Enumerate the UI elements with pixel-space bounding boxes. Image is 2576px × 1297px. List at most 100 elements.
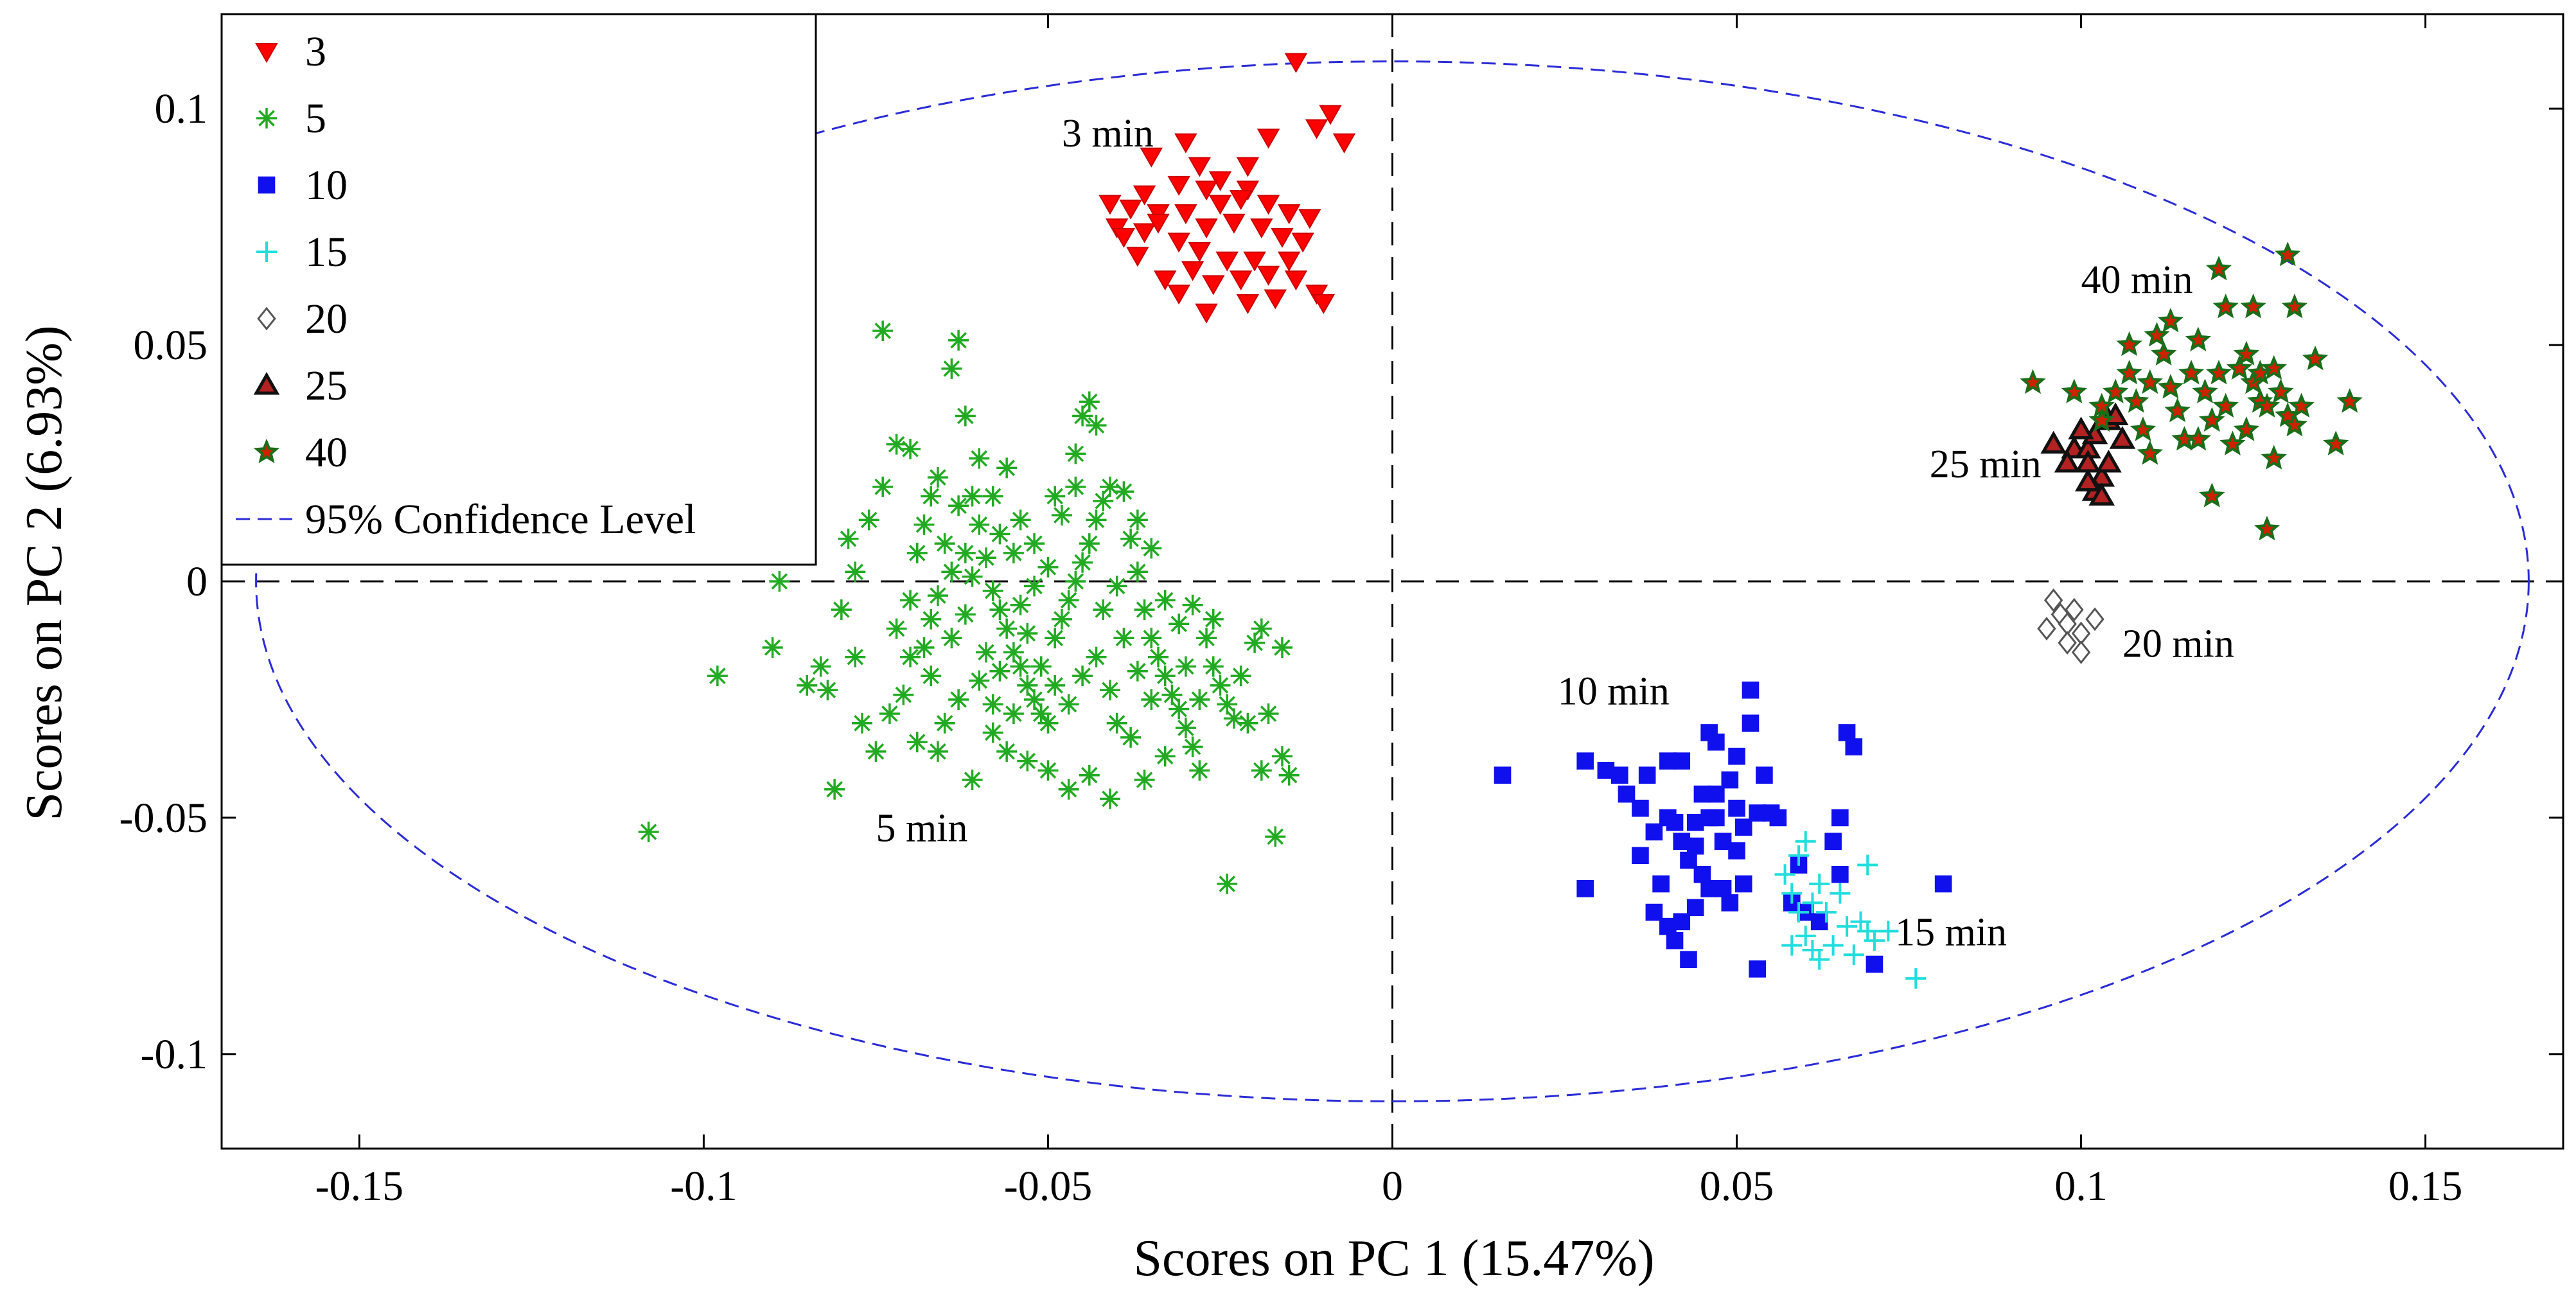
data-point — [886, 618, 907, 639]
data-point — [2054, 450, 2081, 473]
y-tick-label: 0 — [186, 558, 207, 605]
data-point — [1769, 809, 1787, 827]
data-point — [2199, 407, 2225, 432]
data-point — [1215, 251, 1239, 272]
data-point — [921, 666, 942, 687]
data-point — [2212, 393, 2239, 418]
data-point — [1134, 770, 1155, 791]
data-point — [1161, 684, 1183, 705]
data-point — [2288, 393, 2315, 418]
y-tick-label: -0.05 — [119, 795, 207, 842]
data-point — [1707, 785, 1725, 803]
data-point — [2254, 515, 2280, 541]
x-tick-label: 0.05 — [1700, 1163, 1774, 1210]
data-point — [1277, 204, 1301, 225]
data-point — [1017, 675, 1038, 696]
data-point — [2088, 482, 2115, 506]
data-point — [1298, 209, 1321, 229]
data-point — [1728, 799, 1745, 817]
data-point — [2071, 640, 2091, 664]
data-point — [2281, 411, 2308, 437]
data-point — [962, 486, 983, 507]
data-point — [1284, 53, 1308, 73]
data-point — [1721, 771, 1739, 789]
legend-box — [220, 13, 817, 566]
legend-marker — [253, 438, 280, 464]
data-point — [845, 646, 866, 667]
data-point — [1822, 935, 1844, 956]
data-point — [982, 580, 1003, 601]
data-point — [1809, 873, 1830, 894]
data-point — [831, 599, 852, 621]
legend: 3 5 10 15 20 25 40 95% Confidence Level — [220, 13, 817, 566]
data-point — [2095, 450, 2122, 473]
data-point — [934, 712, 955, 734]
data-point — [2302, 346, 2329, 371]
data-point — [1222, 213, 1246, 234]
data-point — [1243, 251, 1266, 272]
data-point — [1065, 443, 1086, 464]
data-point — [906, 542, 928, 563]
data-point — [2233, 416, 2260, 441]
data-point — [1182, 736, 1203, 757]
legend-marker — [258, 176, 276, 194]
data-point — [2212, 293, 2239, 319]
series-20 — [2037, 588, 2104, 664]
data-point — [1680, 951, 1697, 968]
data-point — [2219, 430, 2246, 455]
x-tick-label: -0.1 — [670, 1163, 737, 1210]
data-point — [1742, 714, 1760, 732]
data-point — [996, 618, 1018, 639]
data-point — [1003, 542, 1024, 563]
data-point — [886, 434, 907, 455]
data-point — [1106, 576, 1127, 597]
data-point — [2144, 322, 2170, 347]
data-point — [989, 524, 1010, 545]
data-point — [2254, 393, 2280, 418]
data-point — [2275, 242, 2301, 267]
data-point — [838, 528, 859, 549]
legend-marker — [257, 306, 276, 331]
data-point — [1721, 894, 1739, 912]
data-point — [1141, 689, 1162, 710]
data-point — [2088, 407, 2115, 432]
data-point — [969, 514, 990, 535]
confidence-ellipse — [255, 60, 2530, 1102]
data-point — [927, 741, 948, 762]
data-point — [797, 675, 818, 696]
data-point — [1127, 561, 1148, 583]
data-point — [969, 670, 990, 691]
data-point — [1133, 223, 1156, 243]
data-point — [1251, 760, 1272, 781]
data-point — [1831, 865, 1849, 883]
data-point — [1058, 590, 1079, 611]
data-point — [810, 656, 831, 677]
data-point — [913, 637, 935, 658]
data-point — [1652, 875, 1670, 893]
data-point — [1815, 902, 1837, 923]
data-point — [1072, 405, 1093, 427]
data-point — [1332, 133, 1356, 154]
data-point — [1202, 275, 1225, 296]
data-point — [1774, 864, 1795, 885]
data-point — [1824, 833, 1842, 851]
legend-marker — [256, 242, 277, 262]
data-point — [1120, 528, 1142, 549]
annotation-label: 5 min — [876, 807, 967, 851]
series-10 — [1494, 681, 1952, 978]
data-point — [1271, 227, 1294, 248]
data-point — [1030, 656, 1052, 677]
points-layer — [638, 53, 2363, 989]
data-point — [955, 542, 976, 563]
data-point — [1010, 509, 1031, 531]
data-point — [1175, 656, 1196, 677]
data-point — [1079, 391, 1100, 412]
data-point — [1127, 509, 1148, 531]
annotation-label: 20 min — [2122, 622, 2234, 666]
data-point — [1113, 481, 1134, 502]
data-point — [900, 646, 921, 667]
data-point — [2037, 617, 2056, 640]
data-point — [1686, 837, 1704, 855]
data-point — [1217, 873, 1238, 894]
data-point — [982, 694, 1003, 715]
